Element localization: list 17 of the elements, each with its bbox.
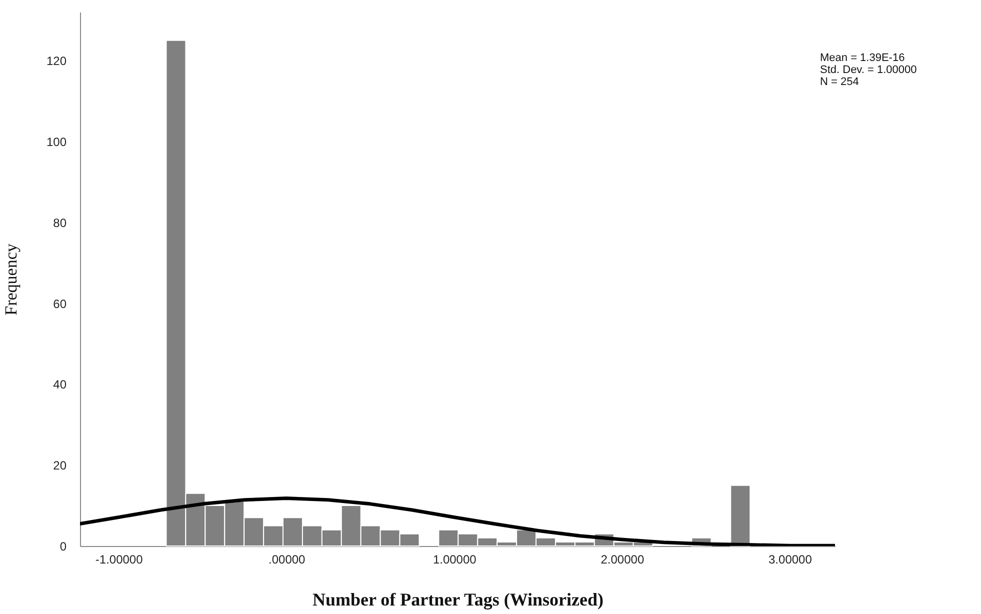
y-tick-label: 80 [53, 216, 67, 230]
annotation: Std. Dev. = 1.00000 [820, 64, 917, 76]
y-tick-label: 20 [53, 458, 67, 473]
x-tick-label: 2.00000 [600, 552, 644, 566]
y-axis-title: Frequency [1, 243, 20, 316]
annotation: Mean = 1.39E-16 [820, 52, 905, 64]
x-tick-label: 1.00000 [432, 552, 477, 566]
annotation: N = 254 [820, 76, 859, 88]
x-tick-label: 3.00000 [768, 552, 812, 566]
y-tick-label: 100 [46, 134, 67, 149]
y-tick-label: 40 [53, 378, 67, 392]
x-tick-label: .00000 [268, 552, 306, 566]
x-tick-label: -1.00000 [95, 552, 144, 566]
y-tick-label: 0 [60, 540, 67, 554]
y-tick-label: 120 [46, 54, 67, 68]
x-axis-title: Number of Partner Tags (Winsorized) [312, 590, 604, 610]
y-tick-label: 60 [53, 296, 67, 311]
